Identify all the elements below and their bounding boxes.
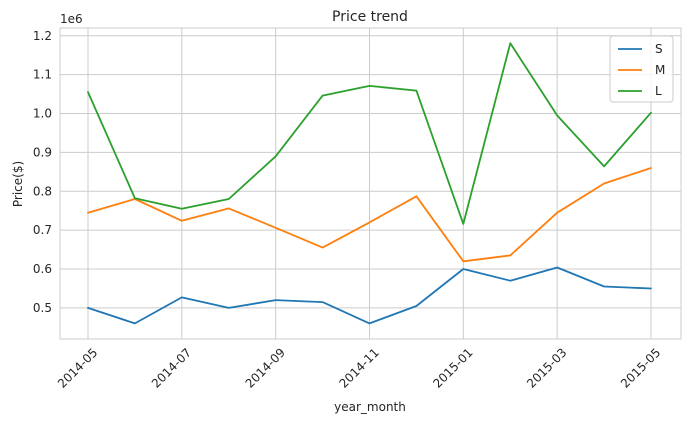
legend: SML <box>609 35 674 103</box>
y-tick-label: 0.8 <box>33 184 52 198</box>
x-tick-label: 2014-09 <box>243 345 288 390</box>
y-offset-label: 1e6 <box>60 12 83 26</box>
legend-box <box>609 35 674 103</box>
y-tick-labels: 0.5 0.6 0.7 0.8 0.9 1.0 1.1 1.2 <box>33 29 52 315</box>
series-line-S <box>87 266 652 325</box>
chart-title: Price trend <box>332 9 408 25</box>
series-line-M <box>87 167 652 263</box>
x-tick-label: 2014-05 <box>55 345 100 390</box>
x-tick-label: 2014-11 <box>336 345 381 390</box>
x-tick-label: 2015-01 <box>430 345 475 390</box>
y-tick-label: 0.6 <box>33 262 52 276</box>
series-lines <box>87 42 652 325</box>
series-line-L <box>87 42 652 225</box>
y-tick-label: 1.0 <box>33 107 52 121</box>
x-tick-label: 2014-07 <box>149 345 194 390</box>
x-tick-labels: 2014-05 2014-07 2014-09 2014-11 2015-01 2015-… <box>55 345 663 390</box>
y-tick-label: 0.7 <box>33 223 52 237</box>
x-tick-label: 2015-03 <box>524 345 569 390</box>
legend-label-S: S <box>655 42 663 56</box>
y-tick-label: 0.9 <box>33 145 52 159</box>
y-tick-label: 1.1 <box>33 68 52 82</box>
y-tick-label: 0.5 <box>33 301 52 315</box>
y-axis-label: Price($) <box>11 161 25 207</box>
x-axis-label: year_month <box>334 400 406 414</box>
plot-frame <box>59 27 682 340</box>
legend-label-L: L <box>655 84 662 98</box>
y-tick-label: 1.2 <box>33 29 52 43</box>
grid-lines <box>60 28 681 339</box>
x-tick-label: 2015-05 <box>618 345 663 390</box>
legend-label-M: M <box>655 63 665 77</box>
